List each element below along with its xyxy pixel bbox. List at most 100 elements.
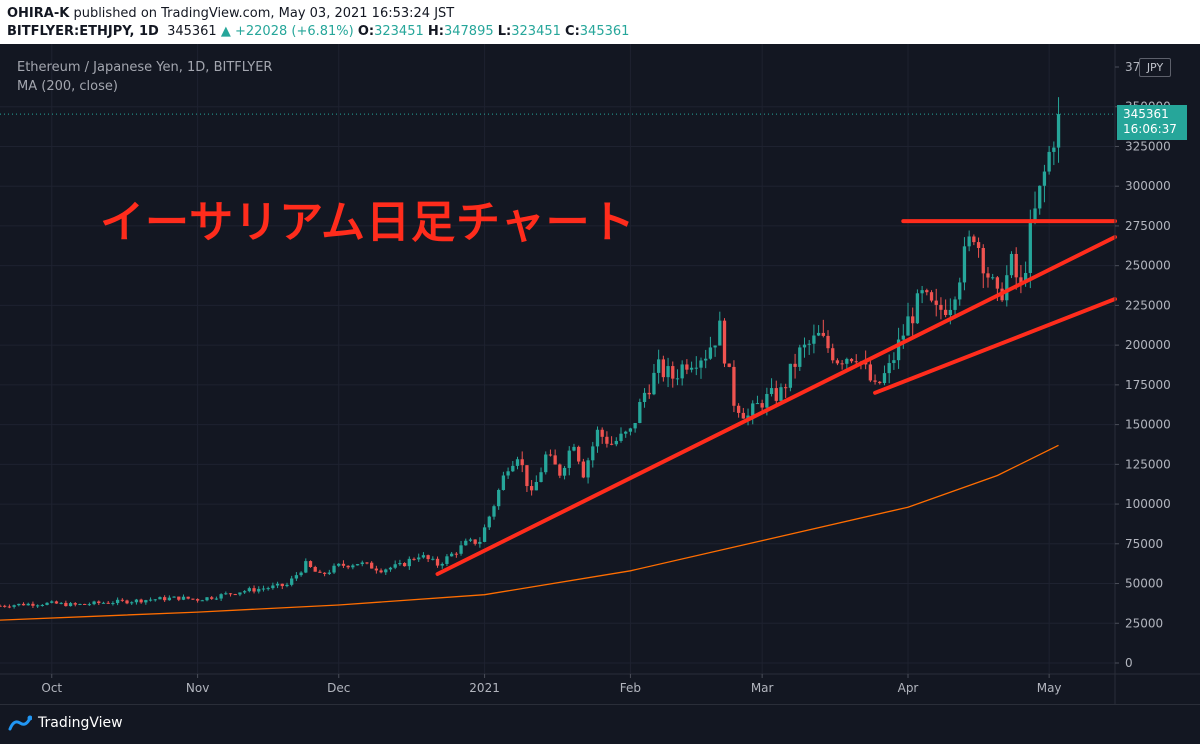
close-label: C: [565,24,580,39]
candle-body [322,572,327,574]
publisher-name[interactable]: OHIRA-K [7,6,70,21]
candle-body [449,553,454,557]
price-tick-label: 150000 [1125,418,1171,432]
candle-body [163,597,167,601]
tradingview-brand[interactable]: TradingView [38,715,123,731]
candle-body [144,600,148,603]
bar-countdown: 16:06:37 [1123,122,1177,136]
candle-body [929,292,934,301]
candle-body [520,459,524,466]
candle-body [991,277,995,279]
candle-body [271,585,275,589]
candle-body [97,601,101,604]
candle-body [911,316,915,324]
candle-body [59,602,63,604]
candle-body [21,603,26,606]
candle-body [896,339,901,361]
candle-body [492,506,496,517]
currency-badge[interactable]: JPY [1139,58,1171,77]
candle-body [115,599,120,604]
trendlines[interactable] [435,219,1117,576]
candle-body [1019,277,1023,283]
candle-body [784,387,788,389]
candle-body [741,412,745,419]
candle-body [64,602,68,607]
candle-body [290,578,294,585]
candle-body [464,540,468,546]
candle-body [708,347,713,359]
candle-body [351,565,355,568]
candle-body [539,472,543,482]
price-tick-label: 50000 [1125,577,1163,591]
candle-body [134,599,139,603]
candle-body [327,572,331,574]
candle-body [826,335,830,349]
candle-body [261,588,266,590]
time-tick-label: Apr [898,681,919,695]
trendline[interactable] [435,235,1117,576]
candle-body [139,599,143,603]
candle-body [308,561,313,567]
price-axis[interactable]: 0 25000 50000 75000 100000 125000 150000 175000… [1114,44,1171,704]
candle-body [153,599,157,601]
candle-body [685,364,689,370]
candle-body [31,603,35,606]
price-tick-label: 0 [1125,656,1133,670]
candle-body [431,558,435,560]
candle-body [925,290,929,293]
candle-body [901,335,905,340]
candle-body [511,465,515,472]
candle-body [26,603,30,606]
chart-area[interactable]: 0 25000 50000 75000 100000 125000 150000 175000… [0,44,1200,704]
candle-body [167,597,172,601]
trendline[interactable] [873,297,1117,395]
ma-legend[interactable]: MA (200, close) [17,79,118,94]
candle-body [529,486,534,491]
candle-body [605,436,609,444]
time-axis[interactable]: Oct Nov Dec 2021 Feb Mar Apr May [0,673,1200,695]
candle-body [544,454,548,473]
candle-body [445,556,449,564]
last-price-tag-value: 345361 [1123,107,1169,121]
price-tick-label: 225000 [1125,298,1171,312]
candle-body [101,602,106,604]
price-chart[interactable]: 0 25000 50000 75000 100000 125000 150000 175000… [0,44,1200,704]
last-price-tag: 345361 16:06:37 [1117,105,1187,140]
candle-body [657,359,661,373]
candle-body [1038,185,1042,209]
candle-body [257,588,261,592]
candle-body [478,541,482,544]
candle-body [370,562,374,569]
candle-body [755,403,760,405]
candle-body [421,555,426,558]
time-tick-label: Dec [327,681,350,695]
candle-body [694,367,698,369]
candle-body [1014,253,1018,278]
candle-body [666,366,670,378]
candle-body [158,597,162,600]
candle-body [177,596,181,600]
candle-body [233,594,237,596]
candle-body [473,539,477,544]
candle-body [689,367,694,370]
price-tick-label: 100000 [1125,497,1171,511]
candle-body [228,593,233,595]
candle-body [704,358,708,361]
candle-body [224,593,228,595]
candle-body [407,558,411,567]
candle-body [12,605,16,607]
candle-body [266,588,270,590]
open-value: 323451 [374,24,424,39]
candle-body [972,236,976,243]
candle-body [468,539,473,541]
footer: TradingView [0,704,1200,744]
candle-body [633,422,637,429]
candle-body [398,563,402,565]
price-change: +22028 (+6.81%) [235,24,354,39]
candle-body [1052,147,1056,152]
candle-body [515,459,520,466]
candle-body [214,598,219,600]
candle-body [534,481,538,491]
candle-body [379,570,383,573]
candle-body [365,562,369,564]
